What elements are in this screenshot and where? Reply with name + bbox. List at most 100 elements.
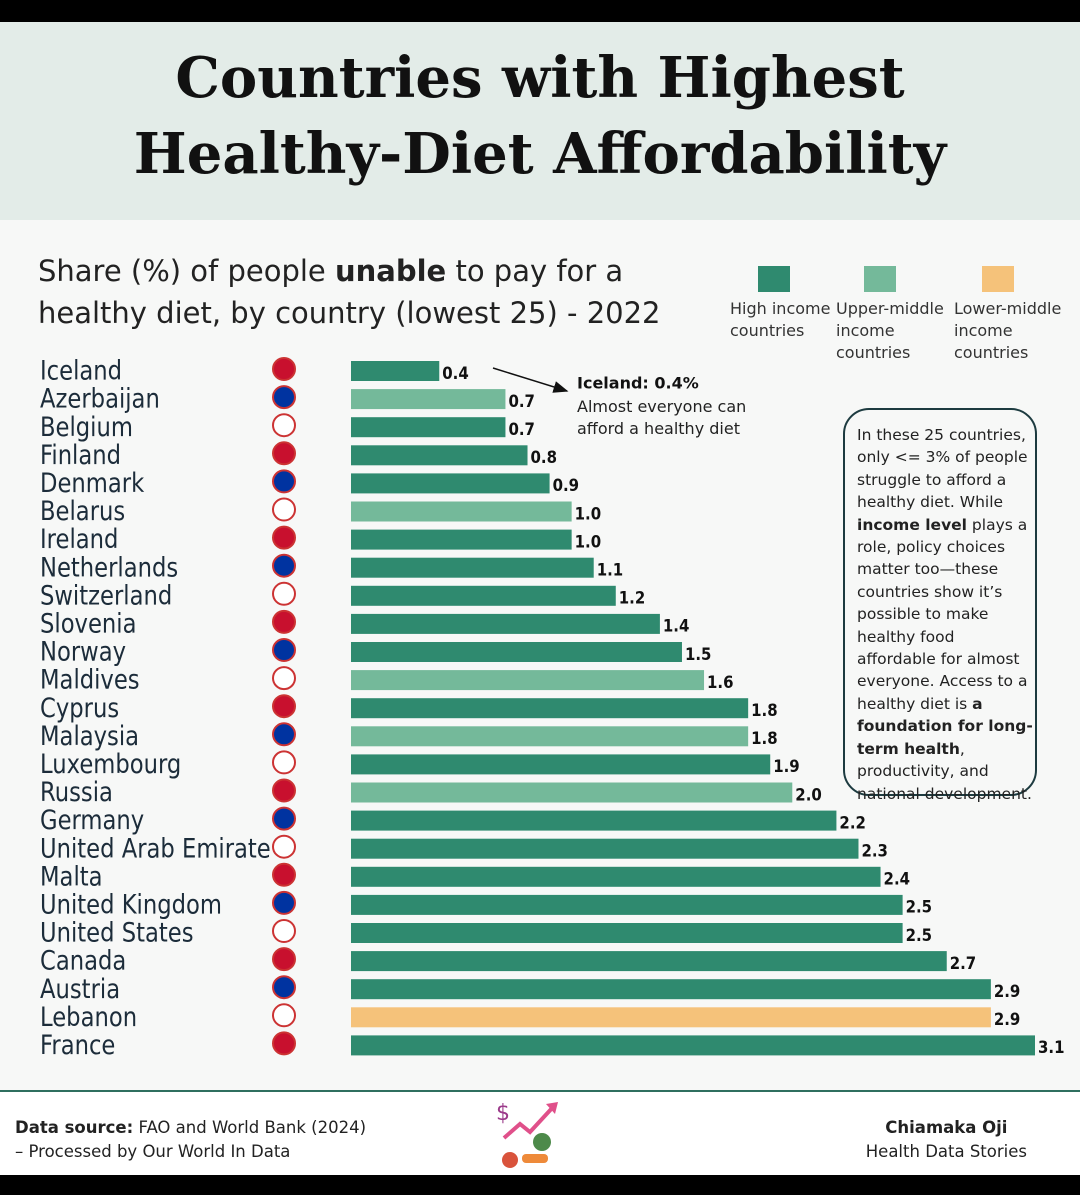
- flag-icon: [272, 581, 296, 606]
- text: FAO and World Bank (2024) – Processed by…: [15, 1118, 367, 1161]
- bar: [351, 810, 837, 831]
- flag-icon: [272, 357, 296, 381]
- legend-item: High income countries: [730, 266, 855, 342]
- bar: [351, 670, 705, 691]
- bar: [351, 754, 771, 775]
- bar: [351, 445, 528, 466]
- value-label: 2.4: [884, 869, 910, 889]
- bar: [351, 866, 881, 887]
- legend-swatch: [758, 266, 790, 292]
- value-label: 0.7: [508, 419, 534, 439]
- legend-label: High income countries: [730, 299, 831, 340]
- flag-icon: [272, 890, 296, 915]
- category-label: Netherlands: [40, 551, 178, 582]
- bar: [351, 529, 572, 550]
- flag-icon: [272, 750, 296, 775]
- value-label: 1.6: [707, 672, 733, 692]
- value-label: 1.8: [751, 700, 777, 720]
- legend-item: Lower-middle income countries: [954, 266, 1079, 364]
- value-label: 2.5: [906, 925, 932, 945]
- flag-icon: [272, 638, 296, 662]
- value-label: 0.4: [442, 363, 468, 383]
- subtitle: Share (%) of people unable to pay for a …: [38, 250, 718, 334]
- bottom-bar: [0, 1175, 1080, 1195]
- value-label: 1.0: [575, 531, 601, 551]
- category-label: Belgium: [40, 411, 133, 442]
- svg-text:$: $: [496, 1101, 510, 1126]
- bar: [351, 894, 903, 915]
- bar: [351, 782, 793, 803]
- category-label: Norway: [40, 636, 126, 667]
- value-label: 1.9: [773, 756, 799, 776]
- bar: [351, 585, 616, 606]
- source: Data source: FAO and World Bank (2024) –…: [15, 1116, 375, 1164]
- value-label: 2.2: [839, 812, 865, 832]
- category-label: Denmark: [40, 467, 145, 498]
- title-line: Healthy-Diet Affordability: [133, 121, 947, 187]
- flag-icon: [272, 469, 296, 494]
- bar: [351, 951, 947, 972]
- text: In these 25 countries, only <= 3% of peo…: [857, 426, 1028, 512]
- category-label: Malaysia: [40, 720, 139, 751]
- value-label: 1.4: [663, 616, 689, 636]
- flag-icon: [272, 778, 296, 803]
- bar: [351, 979, 991, 1000]
- legend-label: Upper-middle income countries: [836, 299, 944, 362]
- bar: [351, 698, 749, 719]
- bar: [351, 361, 440, 381]
- logo-icon: $: [496, 1101, 558, 1168]
- flag-icon: [272, 666, 296, 691]
- category-label: Iceland: [40, 355, 122, 386]
- legend-swatch: [864, 266, 896, 292]
- value-label: 2.5: [906, 897, 932, 917]
- category-labels: IcelandAzerbaijanBelgiumFinlandDenmarkBe…: [40, 355, 271, 1061]
- flag-icon: [272, 722, 296, 747]
- value-label: 1.0: [575, 503, 601, 523]
- flag-icon: [272, 947, 296, 972]
- text: Share (%) of people: [38, 254, 335, 288]
- category-label: Maldives: [40, 664, 140, 695]
- bar: [351, 838, 859, 859]
- flag-icon: [272, 525, 296, 550]
- value-label: 2.0: [795, 784, 821, 804]
- bold-text: unable: [335, 254, 447, 288]
- bar: [351, 417, 506, 438]
- category-label: Lebanon: [40, 1001, 137, 1032]
- category-label: Finland: [40, 439, 121, 470]
- title-line: Countries with Highest: [175, 45, 905, 111]
- category-label: France: [40, 1029, 115, 1060]
- annotation-title: Iceland: 0.4%: [577, 374, 699, 393]
- flag-icon: [272, 1031, 296, 1056]
- annotation-arrow: [492, 367, 569, 393]
- text: , productivity, and national development…: [857, 739, 1032, 803]
- category-label: Luxembourg: [40, 748, 181, 779]
- flag-icon: [272, 1003, 296, 1028]
- bar: [351, 923, 903, 943]
- category-label: Slovenia: [40, 608, 136, 639]
- flag-icon: [272, 497, 296, 522]
- flag-icon: [272, 834, 296, 859]
- value-label: 2.9: [994, 981, 1020, 1001]
- flag-icon: [272, 609, 296, 634]
- top-bar: [0, 0, 1080, 22]
- legend-swatch: [982, 266, 1014, 292]
- bar: [351, 473, 550, 494]
- flag-icon: [272, 441, 296, 466]
- value-label: 1.8: [751, 728, 777, 748]
- annotation-text: Almost everyone can afford a healthy die…: [577, 397, 747, 438]
- bar: [351, 726, 749, 747]
- category-label: United Kingdom: [40, 889, 222, 920]
- bar: [351, 642, 682, 662]
- bar: [351, 557, 594, 578]
- author: Chiamaka Oji Health Data Stories: [866, 1116, 1027, 1164]
- value-label: 1.5: [685, 644, 711, 664]
- category-label: Switzerland: [40, 579, 172, 610]
- value-label: 0.7: [508, 391, 534, 411]
- category-label: Ireland: [40, 523, 118, 554]
- bold-text: Data source:: [15, 1118, 134, 1137]
- bar: [351, 1035, 1035, 1056]
- author-subtitle: Health Data Stories: [865, 1142, 1027, 1161]
- flag-icon: [272, 806, 296, 831]
- bold-text: a foundation for long-term health: [857, 694, 1033, 758]
